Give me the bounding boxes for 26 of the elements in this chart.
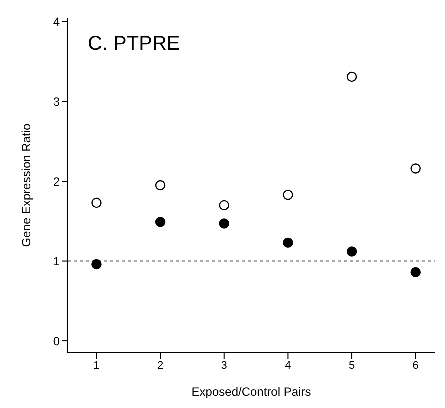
y-tick-label: 2 <box>53 174 60 189</box>
point <box>219 200 230 211</box>
y-axis-title: Gene Expression Ratio <box>19 123 34 248</box>
x-axis-title: Exposed/Control Pairs <box>192 385 312 399</box>
y-tick-label: 4 <box>53 15 60 30</box>
text: C. PTPRE <box>88 33 180 55</box>
y-tick-label: 3 <box>53 95 60 110</box>
point <box>92 259 102 270</box>
point <box>155 180 166 191</box>
point <box>155 217 166 228</box>
x-tick-label: 1 <box>94 360 100 372</box>
point <box>346 72 358 82</box>
point <box>219 218 230 229</box>
point <box>283 238 294 248</box>
point <box>283 190 294 200</box>
x-tick-label: 3 <box>221 360 228 372</box>
point <box>410 164 421 174</box>
x-tick-label: 5 <box>348 360 356 372</box>
y-tick-label: 0 <box>53 334 60 348</box>
point <box>410 267 421 278</box>
x-tick-label: 6 <box>412 360 419 372</box>
point <box>346 246 358 257</box>
x-tick-label: 4 <box>285 360 292 372</box>
y-tick-label: 1 <box>53 254 60 269</box>
point <box>92 198 102 208</box>
x-tick-label: 2 <box>157 360 164 372</box>
